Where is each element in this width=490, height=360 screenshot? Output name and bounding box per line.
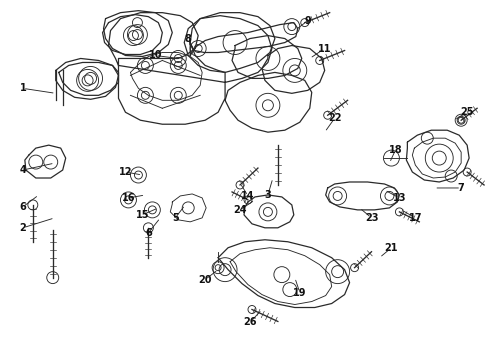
Text: 1: 1 (20, 84, 26, 93)
Text: 22: 22 (328, 113, 342, 123)
Text: 17: 17 (409, 213, 422, 223)
Text: 12: 12 (119, 167, 132, 177)
Text: 15: 15 (136, 210, 149, 220)
Text: 14: 14 (241, 191, 255, 201)
Text: 21: 21 (385, 243, 398, 253)
Text: 16: 16 (122, 193, 135, 203)
Text: 13: 13 (392, 193, 406, 203)
Text: 19: 19 (293, 288, 307, 298)
Text: 10: 10 (148, 50, 162, 60)
Text: 4: 4 (20, 165, 26, 175)
Text: 8: 8 (185, 33, 192, 44)
Text: 6: 6 (145, 228, 152, 238)
Text: 26: 26 (243, 318, 257, 328)
Text: 3: 3 (265, 190, 271, 200)
Text: 18: 18 (389, 145, 402, 155)
Text: 23: 23 (365, 213, 378, 223)
Text: 2: 2 (20, 223, 26, 233)
Text: 9: 9 (304, 15, 311, 26)
Text: 5: 5 (172, 213, 179, 223)
Text: 20: 20 (198, 275, 212, 285)
Text: 6: 6 (20, 202, 26, 212)
Text: 25: 25 (461, 107, 474, 117)
Text: 11: 11 (318, 44, 331, 54)
Text: 7: 7 (458, 183, 465, 193)
Text: 24: 24 (233, 205, 247, 215)
